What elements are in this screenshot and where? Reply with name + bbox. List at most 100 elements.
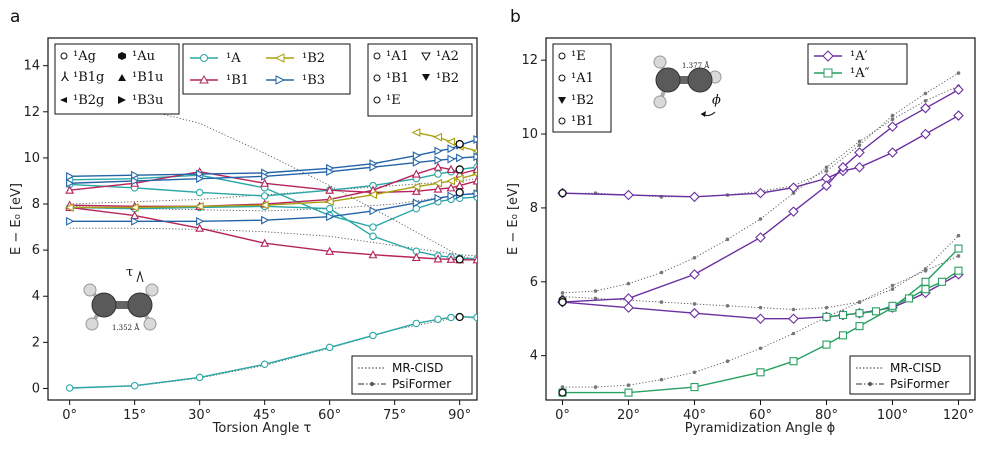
series-marker-Ap — [887, 121, 898, 132]
carbon-atom — [91, 292, 117, 318]
legend-marker-B2 — [274, 53, 285, 63]
y-tick-label: 8 — [32, 197, 40, 212]
series-marker-B2 — [472, 148, 477, 154]
series-marker-B1 — [472, 176, 477, 185]
panel-b-reference-lines — [560, 71, 961, 389]
inset-bond-length: 1.352 Å — [112, 323, 140, 332]
y-tick-label: 12 — [521, 53, 538, 68]
series-marker-B1 — [433, 184, 443, 193]
series-marker-Ap — [887, 147, 898, 158]
symmetry-marker-0 — [558, 297, 567, 307]
marker-b3u — [118, 96, 126, 104]
x-tick-label: 90° — [448, 408, 471, 423]
legend-e: ¹E — [571, 49, 586, 64]
psiformer-point — [659, 300, 664, 304]
panel-a-legend-states: ¹A ¹B2 ¹B1 ¹B3 — [182, 43, 351, 95]
psiformer-point — [956, 233, 961, 238]
psiformer-point — [824, 165, 829, 170]
inset-angle-phi: ϕ — [712, 93, 721, 108]
psiformer-point — [791, 331, 796, 336]
series-marker-B1 — [433, 162, 443, 171]
legend-mrcisd: MR-CISD — [392, 361, 443, 375]
series-marker-App — [822, 312, 831, 321]
marker-b1 — [558, 117, 566, 125]
psiformer-point — [758, 217, 763, 221]
legend-a1: ¹A1 — [571, 71, 594, 86]
psiformer-point — [593, 296, 598, 301]
panel-b-series — [557, 84, 964, 397]
legend-frame — [182, 43, 351, 95]
psiformer-point — [824, 305, 829, 310]
series-marker-B1 — [325, 185, 335, 194]
hydrogen-atom — [653, 95, 667, 109]
marker-ag — [60, 52, 68, 60]
legend-mrcisd: MR-CISD — [890, 361, 941, 375]
series-marker-B3 — [66, 178, 75, 188]
series-marker-B3 — [369, 206, 378, 216]
rotation-arrow-icon — [136, 270, 144, 283]
molecule-inset-b: ϕ 1.377 Å — [653, 55, 722, 117]
series-marker-B2 — [411, 128, 421, 137]
series-marker-B3 — [369, 162, 378, 172]
legend-b1: ¹B1 — [386, 71, 409, 86]
series-marker-App — [855, 322, 864, 331]
legend-frame — [54, 43, 180, 115]
psiformer-point — [725, 237, 730, 242]
panel-b-ticks: 0° 20° 40° 60° 80° 100° 120° 4 6 8 10 12 — [521, 53, 974, 423]
psiformer-point — [593, 289, 598, 293]
panel-b-legend-states: ¹A′ ¹A″ — [807, 43, 908, 85]
series-marker-B1 — [472, 255, 477, 264]
legend-frame — [367, 43, 473, 117]
psiformer-point — [758, 346, 763, 351]
psiformer-point — [923, 268, 928, 273]
marker-b1g: ⅄ — [60, 70, 69, 85]
hydrogen-atom — [145, 283, 159, 297]
y-tick-label: 8 — [530, 201, 538, 216]
series-marker-B3 — [261, 215, 270, 225]
series-marker-B3 — [326, 167, 335, 177]
legend-b2g: ¹B2g — [73, 93, 104, 108]
series-marker-App — [921, 277, 930, 286]
legend-a1: ¹A1 — [386, 49, 409, 64]
x-tick-label: 15° — [123, 408, 146, 423]
x-tick-label: 20° — [617, 408, 640, 423]
series-marker-Ap — [689, 191, 700, 203]
series-marker-B3 — [412, 158, 421, 167]
y-tick-label: 6 — [530, 275, 538, 290]
legend-marker-B3 — [275, 75, 286, 85]
series-marker-B1 — [472, 164, 477, 173]
series-marker-App — [954, 244, 963, 253]
series-marker-B2 — [368, 190, 378, 200]
y-tick-label: 12 — [23, 105, 40, 120]
psiformer-point — [857, 139, 862, 144]
x-tick-label: 45° — [253, 408, 276, 423]
series-marker-B2 — [259, 200, 269, 210]
psiformer-point — [692, 370, 697, 375]
psiformer-point — [560, 385, 565, 389]
series-marker-A — [325, 343, 334, 352]
panel-a-series — [64, 128, 477, 392]
legend-B1: ¹B1 — [226, 73, 249, 88]
marker-b2g — [60, 97, 67, 103]
series-marker-B3 — [66, 216, 75, 226]
psiformer-point — [890, 117, 895, 122]
panel-a-xlabel: Torsion Angle τ — [212, 421, 312, 436]
series-marker-App — [954, 266, 963, 275]
symmetry-marker-0 — [558, 188, 567, 198]
series-marker-B3 — [131, 216, 140, 226]
symmetry-marker-90 — [455, 312, 464, 322]
series-marker-B3 — [434, 193, 443, 203]
psiformer-point — [626, 383, 631, 388]
series-marker-A — [369, 232, 377, 241]
series-marker-Ap — [689, 269, 700, 280]
series-marker-B3 — [131, 176, 140, 186]
series-marker-A — [412, 204, 421, 213]
x-tick-label: 60° — [749, 408, 772, 423]
series-marker-Ap — [755, 187, 766, 199]
legend-b1g: ¹B1g — [73, 70, 104, 85]
series-marker-Ap — [623, 302, 634, 313]
legend-marker-psiformer — [868, 382, 872, 386]
series-marker-Ap — [623, 293, 634, 304]
series-line-Ap — [562, 114, 959, 198]
psiformer-point — [956, 254, 961, 258]
